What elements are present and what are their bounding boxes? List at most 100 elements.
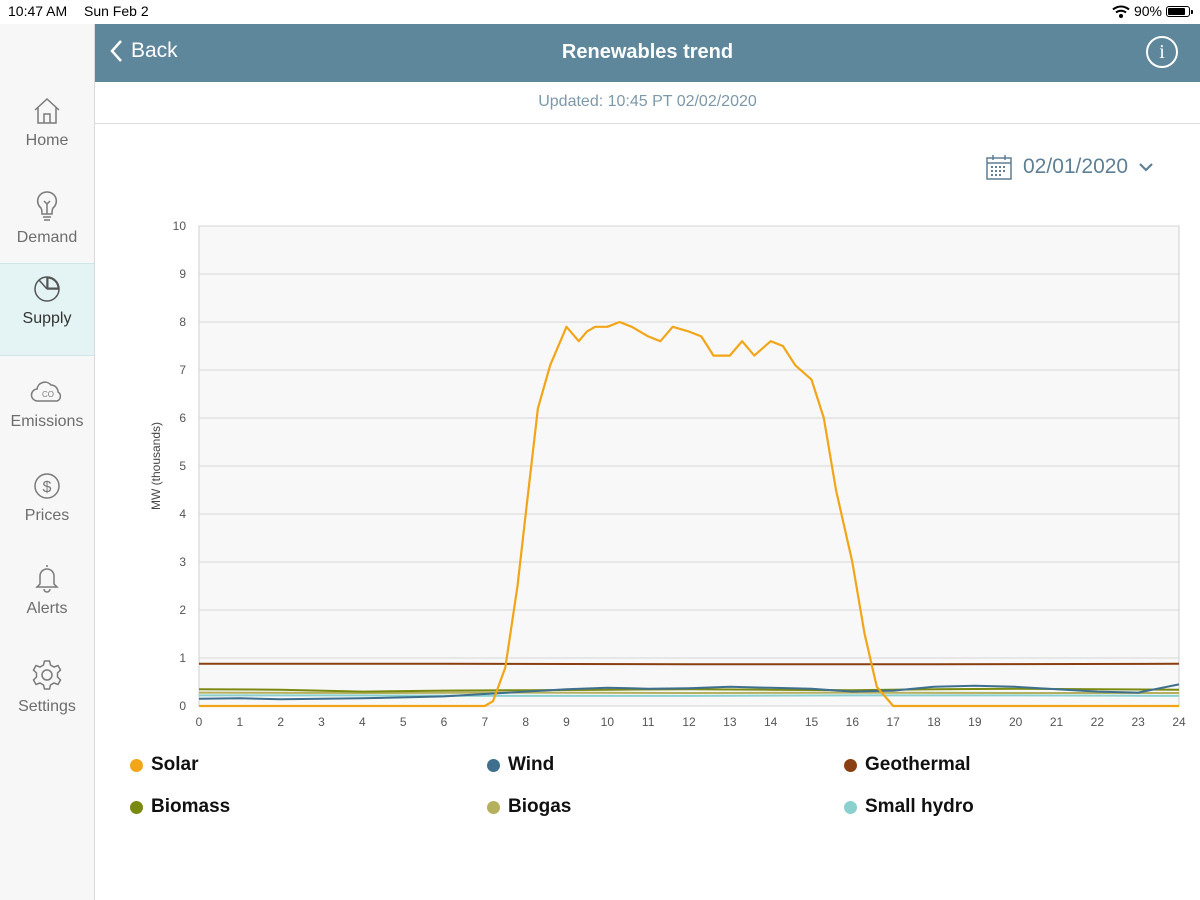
x-tick-label: 16 (846, 715, 860, 729)
chart-legend: Solar Wind Geothermal Biomass Biogas Sma… (130, 750, 1130, 830)
y-tick-label: 0 (179, 699, 186, 713)
page-title: Renewables trend (561, 41, 734, 63)
legend-label: Biogas (508, 796, 572, 817)
x-tick-label: 13 (723, 715, 737, 729)
battery-percent: 90% (1133, 3, 1162, 19)
y-tick-label: 7 (179, 363, 186, 377)
sidebar-item-label: Settings (18, 698, 76, 715)
bell-icon (35, 565, 59, 593)
sidebar-item-label: Home (25, 132, 69, 149)
sidebar-item-prices[interactable]: $ Prices (0, 461, 94, 553)
y-tick-label: 1 (179, 651, 186, 665)
legend-label: Geothermal (865, 754, 971, 775)
legend-label: Wind (508, 754, 555, 775)
y-tick-label: 4 (179, 507, 186, 521)
legend-swatch-wind (487, 758, 500, 772)
sidebar-item-settings[interactable]: Settings (0, 648, 94, 740)
x-tick-label: 24 (1172, 715, 1186, 729)
legend-swatch-solar (130, 758, 143, 772)
lightbulb-icon (36, 191, 58, 221)
x-tick-label: 3 (318, 715, 325, 729)
x-tick-label: 7 (481, 715, 488, 729)
wifi-icon (1112, 5, 1130, 18)
back-label: Back (131, 39, 178, 62)
y-tick-label: 8 (179, 315, 186, 329)
legend-item-biogas: Biogas (487, 796, 571, 818)
status-bar: 10:47 AM Sun Feb 2 90% (0, 0, 1200, 24)
battery-icon (1166, 5, 1193, 17)
legend-swatch-biogas (487, 800, 500, 814)
y-tick-label: 3 (179, 555, 186, 569)
x-tick-label: 0 (196, 715, 203, 729)
info-icon: i (1159, 41, 1165, 63)
date-picker[interactable]: 02/01/2020 (985, 153, 1154, 181)
y-tick-label: 10 (173, 219, 187, 233)
legend-label: Biomass (151, 796, 231, 817)
x-tick-label: 17 (886, 715, 900, 729)
legend-label: Small hydro (865, 796, 974, 817)
x-tick-label: 12 (682, 715, 696, 729)
x-tick-label: 18 (927, 715, 941, 729)
chevron-down-icon (1139, 163, 1153, 172)
y-tick-label: 5 (179, 459, 186, 473)
x-tick-label: 19 (968, 715, 982, 729)
x-tick-label: 5 (400, 715, 407, 729)
sidebar-item-label: Alerts (26, 600, 68, 617)
sidebar-item-emissions[interactable]: CO Emissions (0, 367, 94, 459)
series-line-small-hydro (199, 694, 1180, 697)
co2-cloud-icon: CO (30, 381, 62, 402)
legend-item-wind: Wind (487, 754, 554, 776)
legend-swatch-small-hydro (844, 800, 857, 814)
legend-item-solar: Solar (130, 754, 199, 776)
status-time: 10:47 AM (8, 3, 68, 19)
x-tick-label: 9 (563, 715, 570, 729)
svg-text:$: $ (43, 479, 52, 496)
legend-swatch-geothermal (844, 758, 857, 772)
sidebar-item-label: Emissions (10, 413, 84, 430)
x-tick-label: 21 (1050, 715, 1064, 729)
chevron-left-icon (110, 40, 122, 62)
sidebar-item-label: Supply (22, 310, 72, 327)
sidebar-item-label: Demand (16, 229, 78, 246)
sidebar-item-home[interactable]: Home (0, 86, 94, 178)
series-line-wind (198, 683, 1180, 701)
x-tick-label: 22 (1091, 715, 1105, 729)
x-tick-label: 15 (805, 715, 819, 729)
y-tick-label: 2 (179, 603, 186, 617)
x-tick-label: 20 (1009, 715, 1023, 729)
sidebar-item-demand[interactable]: Demand (0, 179, 94, 271)
svg-text:CO: CO (42, 390, 54, 399)
dollar-icon: $ (34, 473, 60, 499)
pie-chart-icon (34, 276, 60, 302)
sidebar-item-label: Prices (24, 507, 70, 524)
x-tick-label: 23 (1131, 715, 1145, 729)
status-date: Sun Feb 2 (84, 3, 149, 19)
header-bar: Back Renewables trend i (95, 24, 1200, 82)
updated-timestamp: Updated: 10:45 PT 02/02/2020 (95, 82, 1200, 124)
y-tick-label: 9 (179, 267, 186, 281)
x-tick-label: 14 (764, 715, 778, 729)
status-right: 90% (1112, 3, 1193, 19)
legend-label: Solar (151, 754, 199, 775)
legend-item-small-hydro: Small hydro (844, 796, 974, 818)
y-axis-label: MW (thousands) (149, 422, 163, 510)
battery-fill (1168, 7, 1186, 15)
series-line-solar (199, 320, 1179, 708)
x-tick-label: 2 (277, 715, 284, 729)
x-tick-label: 4 (359, 715, 366, 729)
gear-icon (32, 660, 62, 690)
x-tick-label: 10 (601, 715, 615, 729)
sidebar: Home Demand Supply CO Emissions $ Prices (0, 24, 95, 900)
x-tick-label: 11 (642, 715, 655, 729)
calendar-icon (986, 155, 1012, 180)
x-tick-label: 8 (522, 715, 529, 729)
info-button[interactable]: i (1146, 36, 1178, 68)
sidebar-item-supply[interactable]: Supply (0, 263, 94, 356)
legend-item-biomass: Biomass (130, 796, 230, 818)
sidebar-item-alerts[interactable]: Alerts (0, 552, 94, 644)
home-icon (34, 97, 60, 124)
legend-item-geothermal: Geothermal (844, 754, 971, 776)
back-button[interactable]: Back (109, 39, 178, 63)
y-tick-label: 6 (179, 411, 186, 425)
